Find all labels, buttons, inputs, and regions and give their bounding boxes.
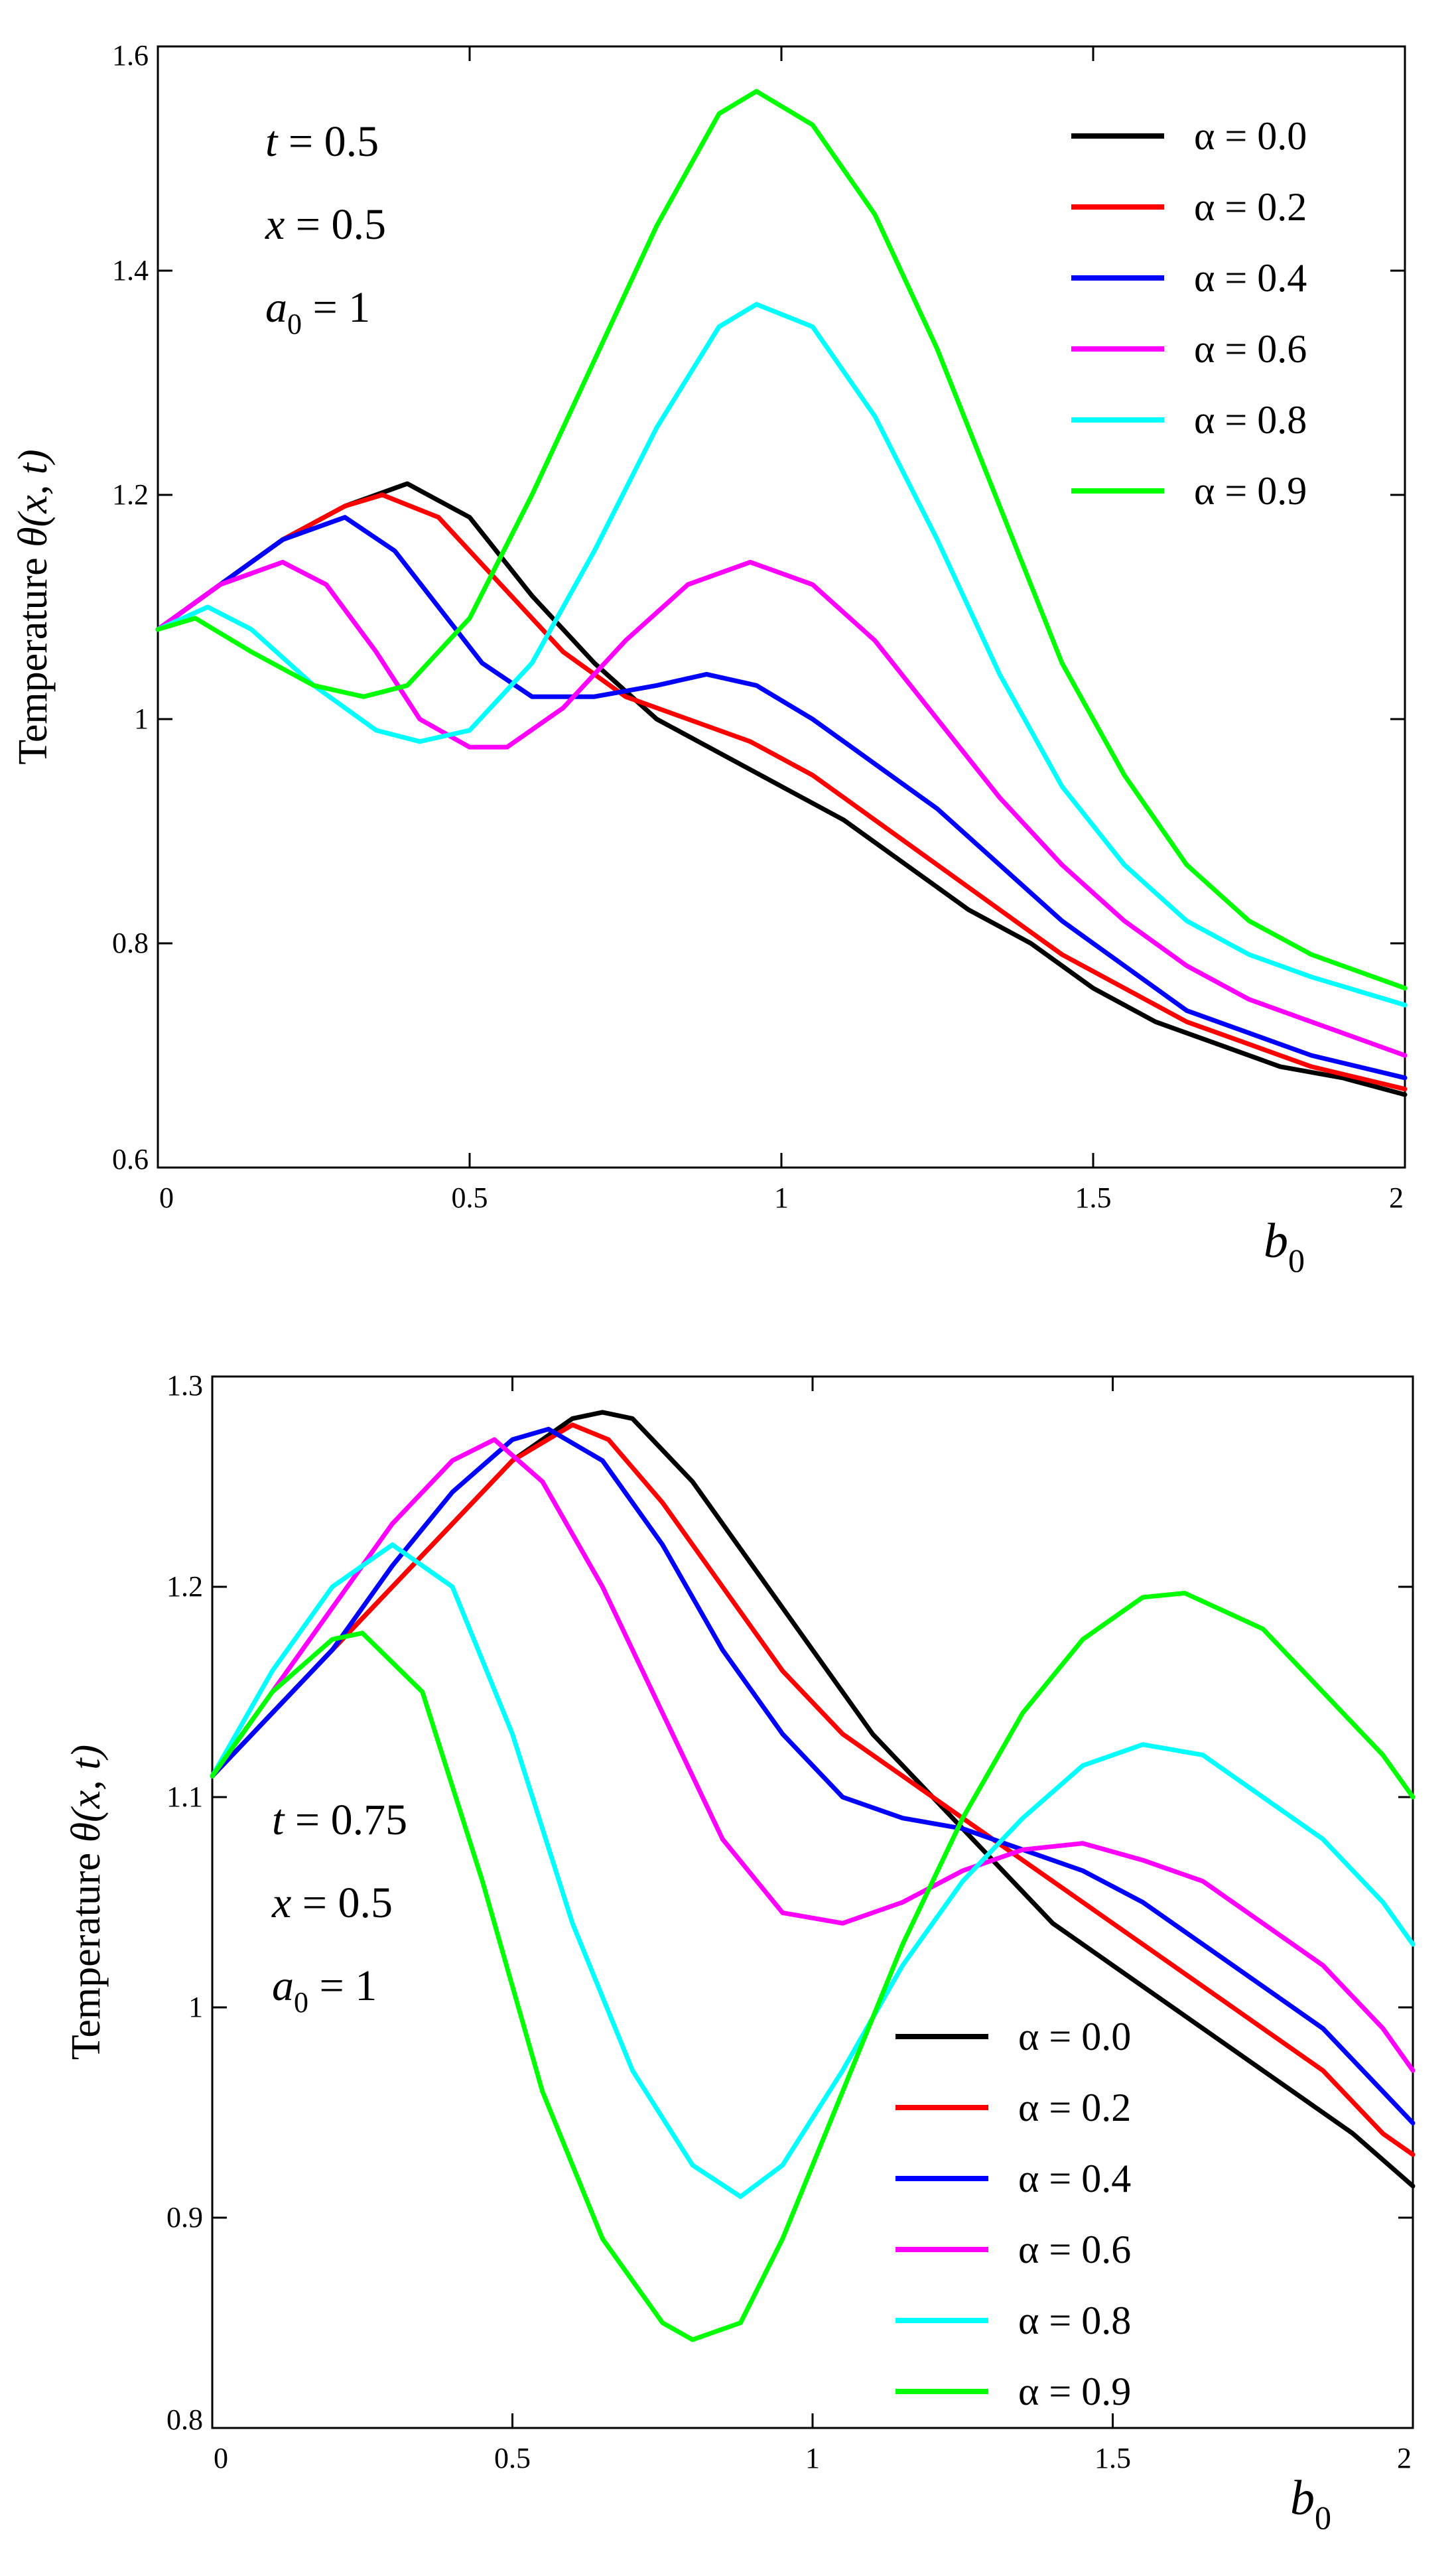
y-axis-label: Temperature θ(x, t): [11, 449, 56, 764]
legend-label: α = 0.2: [1018, 2086, 1131, 2129]
param-label: x = 0.5: [271, 1879, 393, 1927]
y-axis-label: Temperature θ(x, t): [64, 1745, 109, 2060]
series-line: [210, 1542, 1416, 2199]
series-line: [155, 302, 1408, 1008]
series-line: [155, 492, 1408, 1092]
x-tick-label: 0: [214, 2442, 228, 2474]
y-tick-label: 0.6: [112, 1143, 149, 1176]
y-tick-label: 1.4: [112, 254, 149, 287]
y-tick-label: 1: [188, 1991, 203, 2023]
chart-bottom: 0 0.5 1 1.5 2 0.8 0.9 1 1.1 1.2 1.3 α = 0.0 α = 0.2 α…: [64, 1369, 1416, 2536]
y-tick-label: 1: [134, 703, 149, 735]
x-axis-label: b0: [1290, 2471, 1331, 2536]
y-tick-label: 1.1: [166, 1781, 203, 1813]
legend-label: α = 0.4: [1018, 2157, 1131, 2200]
series-line: [210, 1437, 1416, 2073]
x-tick-label: 0.5: [494, 2442, 531, 2474]
chart-top: 0 0.5 1 1.5 2 0.6 0.8 1 1.2 1.4 1.6 α = 0.0 α = 0.2 α…: [11, 39, 1408, 1279]
x-tick-label: 1.5: [1094, 2442, 1131, 2474]
legend-label: α = 0.0: [1194, 114, 1307, 158]
legend-label: α = 0.9: [1018, 2370, 1131, 2413]
x-tick-label: 1: [805, 2442, 820, 2474]
param-label: x = 0.5: [265, 200, 386, 249]
x-tick-label: 2: [1397, 2442, 1412, 2474]
legend-label: α = 0.0: [1018, 2015, 1131, 2058]
x-tick-label: 1: [774, 1181, 789, 1214]
legend-label: α = 0.8: [1018, 2299, 1131, 2342]
legend-label: α = 0.9: [1194, 469, 1307, 513]
series-line: [210, 1591, 1416, 2342]
series-line: [210, 1422, 1416, 2157]
param-label: a0 = 1: [272, 1962, 377, 2019]
x-axis-label: b0: [1264, 1214, 1305, 1279]
param-label: a0 = 1: [265, 283, 370, 340]
legend-label: α = 0.8: [1194, 398, 1307, 442]
legend-label: α = 0.6: [1018, 2228, 1131, 2271]
x-tick-label: 2: [1389, 1181, 1404, 1214]
x-tick-label: 0.5: [452, 1181, 488, 1214]
y-tick-label: 1.6: [112, 39, 149, 72]
y-tick-label: 0.8: [166, 2403, 203, 2436]
series-line: [155, 89, 1408, 991]
legend-label: α = 0.2: [1194, 185, 1307, 229]
x-tick-label: 1.5: [1075, 1181, 1112, 1214]
y-tick-label: 1.3: [166, 1369, 203, 1402]
param-label: t = 0.5: [265, 117, 379, 166]
legend-label: α = 0.4: [1194, 256, 1307, 300]
y-tick-label: 1.2: [112, 478, 149, 511]
y-tick-label: 0.8: [112, 927, 149, 959]
legend-label: α = 0.6: [1194, 327, 1307, 371]
param-label: t = 0.75: [272, 1796, 407, 1844]
series-line: [155, 559, 1408, 1058]
y-tick-label: 1.2: [166, 1570, 203, 1603]
series-line: [155, 515, 1408, 1081]
series-line: [210, 1426, 1416, 2125]
x-tick-label: 0: [159, 1181, 174, 1214]
y-tick-label: 0.9: [166, 2201, 203, 2234]
